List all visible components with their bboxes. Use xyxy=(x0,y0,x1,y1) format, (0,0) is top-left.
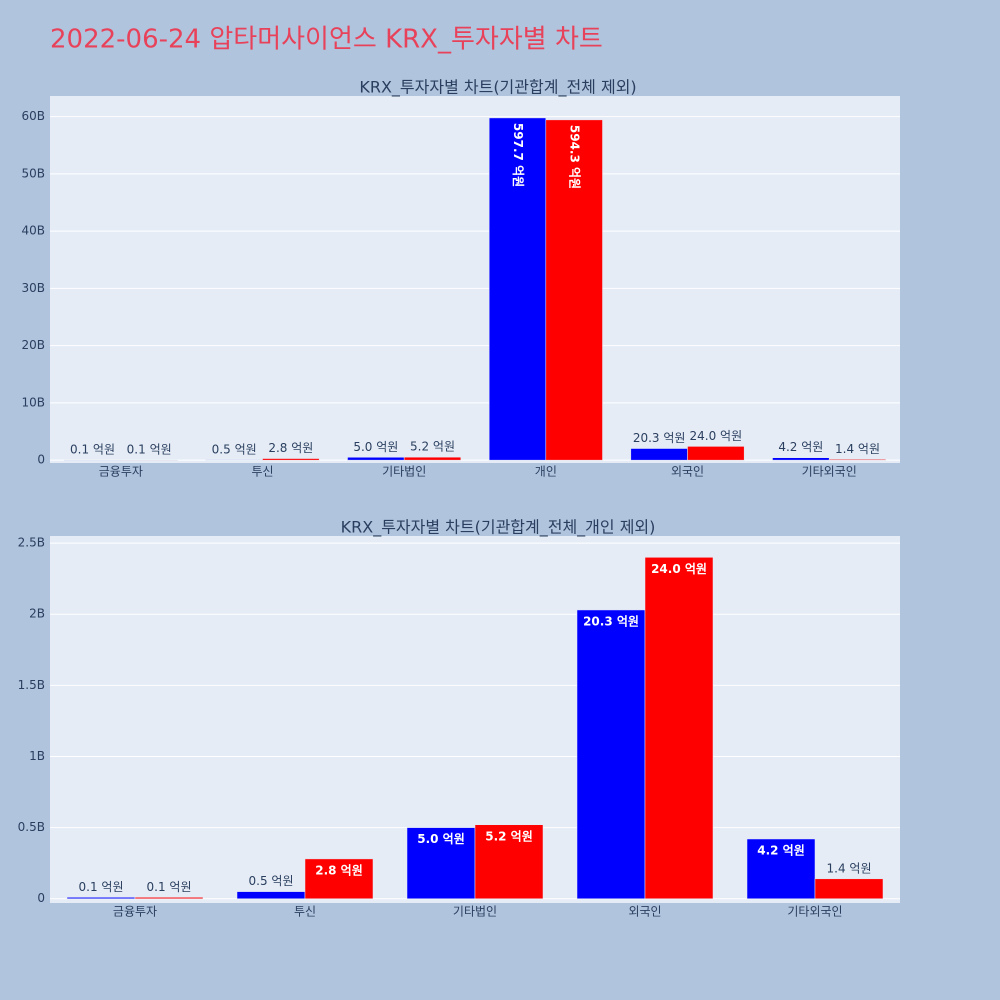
x-tick-label: 투신 xyxy=(294,905,316,919)
x-tick-label: 기타법인 xyxy=(453,905,497,919)
value-label: 1.4 억원 xyxy=(827,861,872,875)
bar xyxy=(772,457,830,461)
value-label: 0.1 억원 xyxy=(79,880,124,894)
value-label: 2.8 억원 xyxy=(268,441,313,455)
bar xyxy=(576,609,646,899)
y-tick-label: 30B xyxy=(21,281,45,295)
x-tick-label: 외국인 xyxy=(628,905,661,919)
y-tick-label: 10B xyxy=(21,395,45,409)
bar xyxy=(347,457,405,461)
value-label: 4.2 억원 xyxy=(778,440,823,454)
value-label: 24.0 억원 xyxy=(690,429,743,443)
value-label: 0.1 억원 xyxy=(147,880,192,894)
bar xyxy=(63,459,122,461)
bar xyxy=(814,878,884,899)
bar xyxy=(120,459,178,461)
plot-area xyxy=(50,96,900,463)
value-label: 0.1 억원 xyxy=(127,443,172,457)
y-tick-label: 1.5B xyxy=(18,678,45,692)
bar xyxy=(488,117,547,461)
x-tick-label: 개인 xyxy=(535,465,557,479)
y-tick-label: 50B xyxy=(21,166,45,180)
bar xyxy=(403,456,462,461)
value-label: 0.1 억원 xyxy=(70,443,115,457)
y-tick-label: 0.5B xyxy=(18,820,45,834)
x-tick-label: 금융투자 xyxy=(99,465,143,479)
value-label: 1.4 억원 xyxy=(835,442,880,456)
x-tick-label: 기타법인 xyxy=(382,465,426,479)
y-tick-label: 40B xyxy=(21,224,45,238)
x-tick-label: 기타외국인 xyxy=(802,465,857,479)
bar xyxy=(134,897,204,899)
y-tick-label: 2B xyxy=(29,607,45,621)
bar xyxy=(406,827,476,899)
value-label: 2.8 억원 xyxy=(315,863,363,877)
value-label: 5.0 억원 xyxy=(417,832,465,846)
x-tick-label: 투신 xyxy=(251,465,273,479)
value-label: 24.0 억원 xyxy=(651,562,707,576)
bar xyxy=(66,897,136,899)
bar xyxy=(304,858,374,899)
bar xyxy=(474,824,544,899)
bar xyxy=(828,459,887,461)
bar xyxy=(644,557,714,899)
y-tick-label: 2.5B xyxy=(18,536,45,550)
bar xyxy=(545,119,603,461)
bar xyxy=(205,459,263,461)
x-tick-label: 기타외국인 xyxy=(787,905,842,919)
value-label: 594.3 억원 xyxy=(568,125,582,189)
y-tick-label: 60B xyxy=(21,109,45,123)
value-label: 5.2 억원 xyxy=(410,440,455,454)
value-label: 5.2 억원 xyxy=(485,829,533,843)
value-label: 20.3 억원 xyxy=(633,431,686,445)
bar xyxy=(630,448,688,461)
value-label: 597.7 억원 xyxy=(511,123,525,187)
bar xyxy=(746,838,816,899)
value-label: 20.3 억원 xyxy=(583,614,639,628)
value-label: 4.2 억원 xyxy=(757,843,805,857)
bar xyxy=(262,458,320,461)
y-tick-label: 0 xyxy=(37,453,45,467)
value-label: 5.0 억원 xyxy=(353,440,398,454)
x-tick-label: 외국인 xyxy=(671,465,704,479)
x-tick-label: 금융투자 xyxy=(113,905,157,919)
y-tick-label: 0 xyxy=(37,891,45,905)
chart-title: KRX_투자자별 차트(기관합계_전체_개인 제외) xyxy=(341,518,656,538)
page-title: 2022-06-24 압타머사이언스 KRX_투자자별 차트 xyxy=(50,25,603,55)
value-label: 0.5 억원 xyxy=(249,874,294,888)
bar xyxy=(236,891,306,899)
bar xyxy=(687,446,745,461)
chart-title: KRX_투자자별 차트(기관합계_전체 제외) xyxy=(359,78,636,98)
y-tick-label: 20B xyxy=(21,338,45,352)
y-tick-label: 1B xyxy=(29,749,45,763)
value-label: 0.5 억원 xyxy=(212,442,257,456)
